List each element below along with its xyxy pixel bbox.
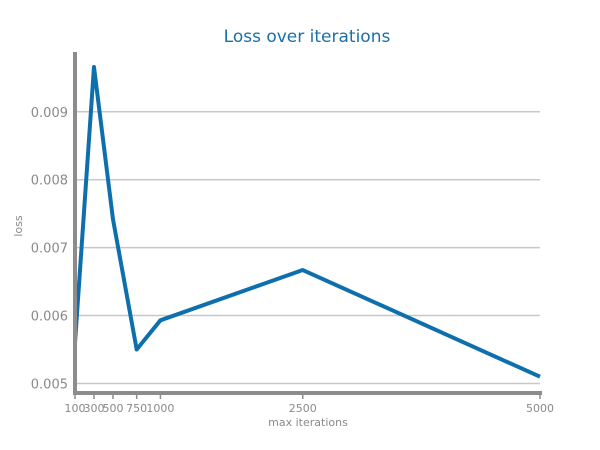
y-tick-label: 0.007	[31, 242, 68, 257]
y-tick-label: 0.005	[31, 377, 68, 392]
series-line	[73, 64, 541, 379]
y-tick-label: 0.008	[31, 174, 68, 189]
x-tick-label: 500	[102, 402, 123, 415]
x-tick-label: 1000	[146, 402, 174, 415]
y-tick-label: 0.006	[31, 310, 68, 325]
x-tick-label: 2500	[289, 402, 317, 415]
grid-lines	[75, 111, 540, 385]
chart-title: Loss over iterations	[224, 27, 391, 47]
x-tick-label: 5000	[526, 402, 554, 415]
y-axis-label: loss	[12, 215, 25, 237]
x-tick-label: 750	[126, 402, 147, 415]
x-tick-label: 100	[65, 402, 86, 415]
x-tick-label: 300	[83, 402, 104, 415]
y-tick-labels: 0.005 0.006 0.007 0.008 0.009	[31, 106, 68, 393]
x-axis-label: max iterations	[268, 416, 348, 429]
y-tick-label: 0.009	[31, 106, 68, 121]
series-layer	[73, 64, 541, 379]
